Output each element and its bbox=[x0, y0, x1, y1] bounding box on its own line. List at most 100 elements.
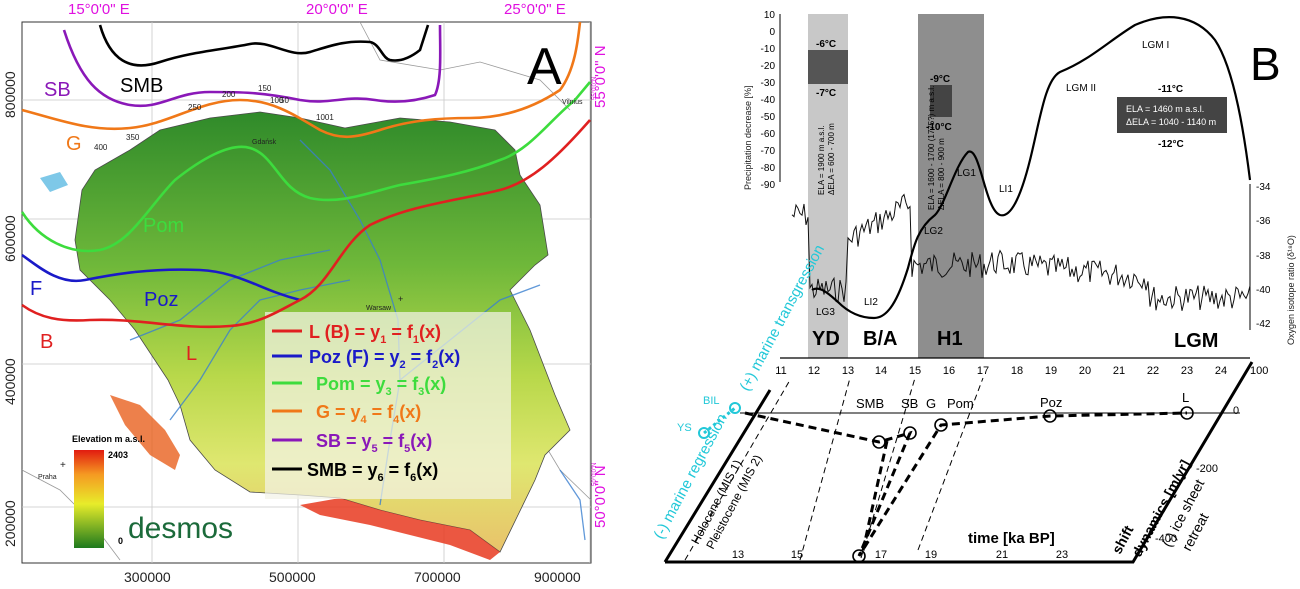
panel-b-letter: B bbox=[1250, 38, 1281, 90]
legend-backdrop bbox=[265, 312, 511, 499]
svg-text:22: 22 bbox=[1147, 365, 1159, 377]
line-g bbox=[21, 21, 582, 139]
svg-text:B/A: B/A bbox=[863, 328, 897, 350]
svg-text:100: 100 bbox=[1250, 365, 1268, 377]
time-ticks: 11 12 13 14 15 16 17 18 19 20 21 22 23 2… bbox=[775, 365, 1227, 377]
svg-text:0: 0 bbox=[769, 27, 775, 38]
svg-text:900000: 900000 bbox=[534, 569, 581, 585]
legend-item-l: L (B) = y1 = f1(x) bbox=[272, 322, 441, 346]
label-b: B bbox=[40, 331, 53, 353]
elevation-colorbar bbox=[74, 450, 104, 548]
svg-text:SB: SB bbox=[901, 396, 918, 411]
isotope-series bbox=[791, 193, 1251, 311]
svg-text:2403: 2403 bbox=[108, 450, 128, 460]
label-sb: SB bbox=[44, 79, 71, 101]
ela-h1: ELA = 1600 - 1700 (1775?) m a.s.l. ΔELA … bbox=[927, 86, 946, 210]
panel-b: 10 0 -10 -20 -30 -40 -50 -60 -70 -80 -90… bbox=[651, 10, 1296, 564]
city-warsaw: Warsaw bbox=[366, 305, 392, 312]
svg-text:12: 12 bbox=[808, 365, 820, 377]
svg-text:700000: 700000 bbox=[414, 569, 461, 585]
svg-text:23: 23 bbox=[1056, 549, 1068, 561]
svg-text:-38: -38 bbox=[1256, 251, 1271, 262]
svg-text:19: 19 bbox=[1045, 365, 1057, 377]
mountain-area bbox=[300, 498, 500, 560]
svg-text:G = y4 = f4(x): G = y4 = f4(x) bbox=[316, 402, 421, 426]
legend-item-pom: Pom = y3 = f3(x) bbox=[272, 374, 446, 398]
svg-text:SMB = y6 = f6(x): SMB = y6 = f6(x) bbox=[307, 460, 438, 484]
svg-text:Pom: Pom bbox=[947, 396, 974, 411]
svg-text:24: 24 bbox=[1215, 365, 1227, 377]
panel-a: SMB SB G Pom F Poz B L 200 250 150 350 4… bbox=[2, 1, 609, 585]
svg-text:L (B) = y1 = f1(x): L (B) = y1 = f1(x) bbox=[309, 322, 441, 346]
svg-text:ΔELA = 800 - 900 m: ΔELA = 800 - 900 m bbox=[937, 138, 946, 210]
city-vilnius: Vilnius bbox=[562, 99, 583, 106]
svg-text:-40: -40 bbox=[761, 95, 776, 106]
svg-text:200000: 200000 bbox=[2, 500, 18, 547]
svg-text:-70: -70 bbox=[761, 146, 776, 157]
svg-text:25°0'0" E: 25°0'0" E bbox=[504, 1, 566, 18]
svg-text:LI2: LI2 bbox=[864, 297, 878, 308]
svg-text:55°0'0" N: 55°0'0" N bbox=[592, 45, 609, 108]
line-sb bbox=[62, 24, 442, 108]
svg-text:YD: YD bbox=[812, 328, 840, 350]
diagram-left-edge bbox=[663, 389, 772, 563]
svg-text:0: 0 bbox=[118, 536, 123, 546]
svg-text:50°0'0"N: 50°0'0"N bbox=[592, 463, 598, 486]
contour-labels: 200 250 150 350 400 100 50 1001 bbox=[94, 84, 334, 152]
svg-text:50: 50 bbox=[280, 96, 289, 105]
svg-text:LGM II: LGM II bbox=[1066, 83, 1096, 94]
svg-text:600000: 600000 bbox=[2, 215, 18, 262]
svg-text:ELA = 1600 - 1700 (1775?) m a.: ELA = 1600 - 1700 (1775?) m a.s.l. bbox=[927, 86, 936, 210]
line-poz bbox=[21, 253, 301, 302]
dynamics-curve bbox=[744, 411, 1188, 557]
svg-text:-7°C: -7°C bbox=[816, 88, 836, 99]
svg-text:500000: 500000 bbox=[269, 569, 316, 585]
glacial-curve bbox=[811, 16, 1252, 320]
bil-label: BIL bbox=[703, 395, 720, 407]
marine-line bbox=[703, 406, 736, 435]
period-labels: YD B/A H1 LGM bbox=[812, 328, 1218, 352]
projection-lines bbox=[684, 377, 984, 561]
ys-point bbox=[698, 427, 710, 439]
svg-text:17: 17 bbox=[977, 365, 989, 377]
phase-labels: LG3 LI2 LG2 LG1 LI1 LGM II LGM I bbox=[816, 40, 1169, 318]
svg-text:-20: -20 bbox=[761, 61, 776, 72]
label-g: G bbox=[66, 133, 82, 155]
lagoon bbox=[40, 172, 68, 192]
plot-b-area bbox=[780, 10, 1250, 360]
svg-text:16: 16 bbox=[943, 365, 955, 377]
city-warsaw-marker: + bbox=[398, 294, 403, 304]
svg-text:21: 21 bbox=[1113, 365, 1125, 377]
svg-text:11: 11 bbox=[775, 365, 786, 377]
svg-text:-200: -200 bbox=[1196, 463, 1218, 475]
precip-ticks: 10 0 -10 -20 -30 -40 -50 -60 -70 -80 -90 bbox=[761, 10, 776, 191]
svg-text:-9°C: -9°C bbox=[930, 74, 950, 85]
ela-yd: ELA = 1900 m a.s.l. ΔELA = 600 - 700 m bbox=[817, 123, 836, 195]
temperature-labels: -6°C -7°C -9°C -10°C -11°C -12°C bbox=[816, 39, 1184, 150]
svg-text:-60: -60 bbox=[761, 129, 776, 140]
svg-text:14: 14 bbox=[875, 365, 887, 377]
svg-text:-30: -30 bbox=[761, 78, 776, 89]
svg-text:10: 10 bbox=[764, 10, 776, 21]
svg-text:-34: -34 bbox=[1256, 182, 1271, 193]
svg-text:-400: -400 bbox=[1155, 533, 1177, 545]
svg-text:15: 15 bbox=[791, 549, 803, 561]
shift-ticks: 100 0 -200 -400 bbox=[1155, 365, 1268, 545]
svg-text:-6°C: -6°C bbox=[816, 39, 836, 50]
svg-text:20: 20 bbox=[1079, 365, 1091, 377]
line-pom bbox=[20, 81, 591, 253]
label-pom: Pom bbox=[143, 215, 184, 237]
line-smb bbox=[98, 24, 430, 67]
panel-a-letter: A bbox=[527, 38, 562, 96]
svg-text:-12°C: -12°C bbox=[1158, 139, 1184, 150]
dynamics-points bbox=[852, 406, 1194, 563]
svg-text:LGM I: LGM I bbox=[1142, 40, 1169, 51]
ys-label: YS bbox=[677, 422, 692, 434]
svg-text:400000: 400000 bbox=[2, 358, 18, 405]
svg-text:ΔELA = 1040 - 1140 m: ΔELA = 1040 - 1140 m bbox=[1126, 117, 1216, 127]
svg-text:15: 15 bbox=[909, 365, 921, 377]
svg-text:G: G bbox=[926, 396, 936, 411]
oxygen-label: Oxygen isotope ratio (δ¹⁸O) bbox=[1286, 235, 1296, 345]
legend: L (B) = y1 = f1(x) Poz (F) = y2 = f2(x) … bbox=[272, 322, 460, 484]
label-poz: Poz bbox=[144, 289, 178, 311]
